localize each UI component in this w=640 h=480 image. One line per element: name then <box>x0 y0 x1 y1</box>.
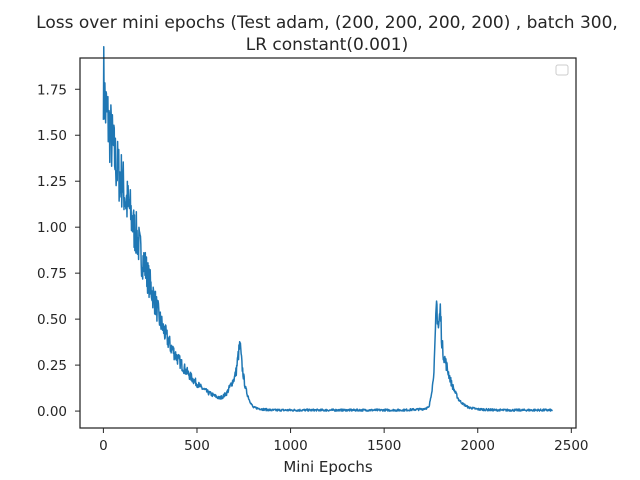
x-tick-label: 2500 <box>554 438 588 454</box>
y-tick-label: 0.25 <box>37 358 67 374</box>
axes-frame <box>79 57 577 429</box>
y-tick-label: 0.50 <box>37 312 67 328</box>
x-tick-label: 2000 <box>461 438 495 454</box>
y-tick-label: 0.75 <box>37 266 67 282</box>
y-tick-label: 1.25 <box>37 174 67 190</box>
x-tick-label: 0 <box>99 438 108 454</box>
y-tick-label: 1.75 <box>37 82 67 98</box>
plot-area: 0 500 1000 1500 2000 2500 0.00 0.25 0.50 0.75 1.00… <box>37 45 589 454</box>
y-tick-label: 1.00 <box>37 220 67 236</box>
x-axis-label: Mini Epochs <box>283 458 372 476</box>
y-tick-label: 1.50 <box>37 128 67 144</box>
loss-series-line <box>102 45 553 412</box>
x-tick-label: 500 <box>184 438 210 454</box>
x-tick-label: 1500 <box>367 438 401 454</box>
chart-title-line1: Loss over mini epochs (Test adam, (200, … <box>36 13 618 33</box>
chart-title-line2: LR constant(0.001) <box>246 35 409 55</box>
legend-box <box>555 64 569 76</box>
x-tick-label: 1000 <box>273 438 307 454</box>
y-tick-label: 0.00 <box>37 404 67 420</box>
